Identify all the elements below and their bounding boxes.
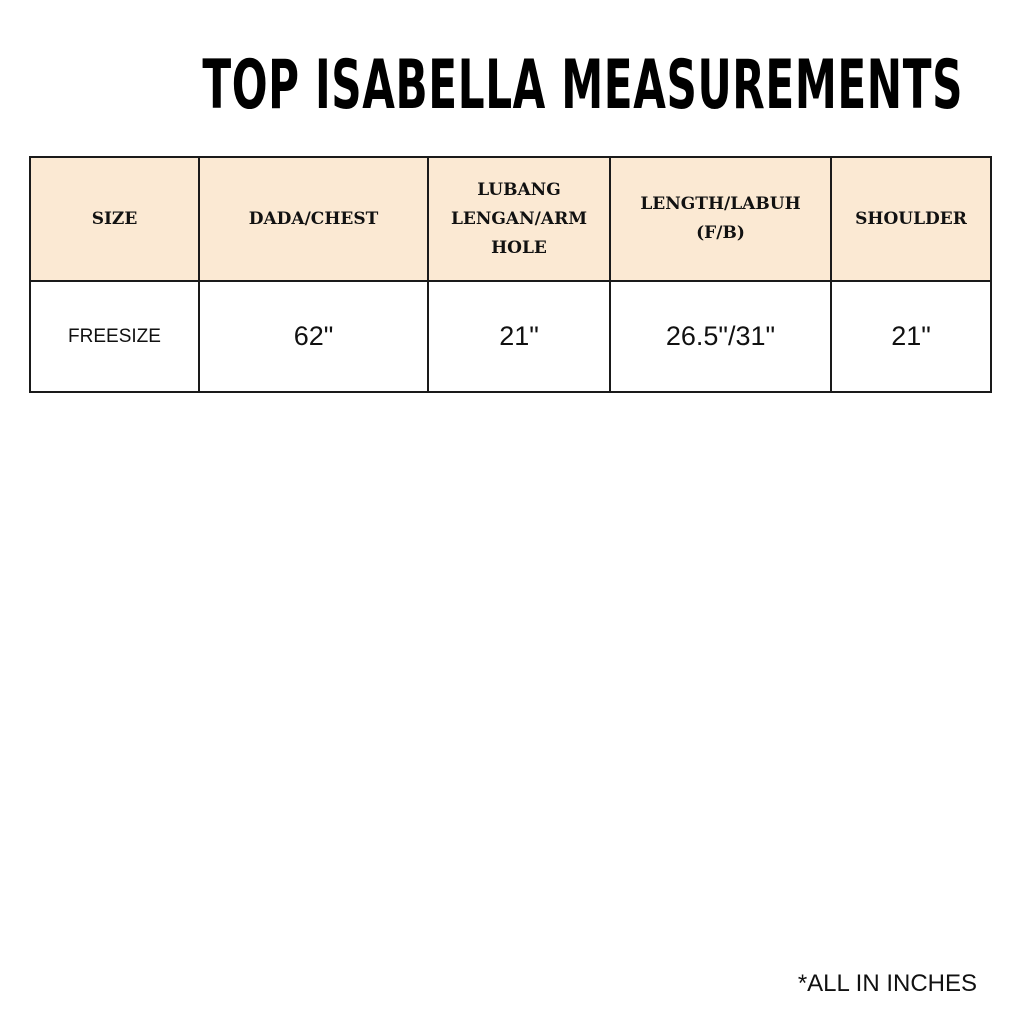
- table-header-row: SIZE DADA/CHEST LUBANG LENGAN/ARM HOLE L…: [29, 156, 992, 282]
- table-row: FREESIZE 62" 21" 26.5"/31" 21": [29, 280, 992, 393]
- header-chest: DADA/CHEST: [198, 156, 429, 282]
- header-size: SIZE: [29, 156, 200, 282]
- header-length-label: LENGTH/LABUH (F/B): [640, 194, 801, 243]
- cell-size: FREESIZE: [29, 280, 200, 393]
- header-shoulder-label: SHOULDER: [855, 208, 967, 229]
- cell-chest: 62": [198, 280, 429, 393]
- cell-length: 26.5"/31": [609, 280, 832, 393]
- measurement-table: SIZE DADA/CHEST LUBANG LENGAN/ARM HOLE L…: [29, 156, 992, 393]
- header-chest-label: DADA/CHEST: [248, 208, 379, 229]
- header-arm-hole-label: LUBANG LENGAN/ARM HOLE: [450, 179, 588, 258]
- cell-shoulder: 21": [830, 280, 992, 393]
- page-title: TOP ISABELLA MEASUREMENTS: [202, 46, 964, 125]
- header-shoulder: SHOULDER: [830, 156, 992, 282]
- header-length: LENGTH/LABUH (F/B): [609, 156, 832, 282]
- units-footnote: *ALL IN INCHES: [797, 970, 977, 997]
- header-arm-hole: LUBANG LENGAN/ARM HOLE: [427, 156, 611, 282]
- cell-arm-hole: 21": [427, 280, 611, 393]
- header-size-label: SIZE: [91, 208, 138, 229]
